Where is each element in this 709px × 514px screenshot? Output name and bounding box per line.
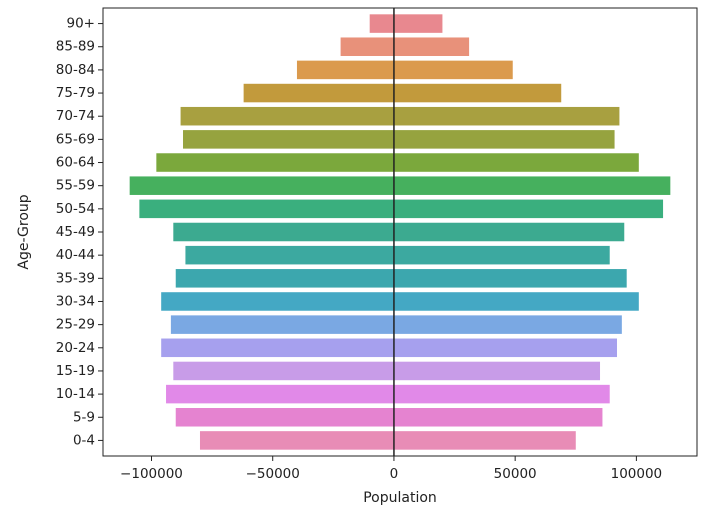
bar-left-85-89 (340, 37, 394, 56)
bar-right-45-49 (393, 222, 625, 242)
bar-left-80-84 (296, 60, 394, 80)
x-tick-label: −100000 (120, 466, 183, 482)
y-tick-label: 75-79 (56, 85, 95, 101)
y-tick-label: 50-54 (56, 201, 95, 217)
y-tick-label: 80-84 (56, 62, 95, 78)
x-tick-label: 50000 (494, 466, 537, 482)
bar-right-25-29 (393, 315, 622, 334)
bar-right-5-9 (393, 408, 603, 427)
bar-left-45-49 (173, 222, 394, 242)
bar-left-65-69 (183, 130, 394, 149)
x-axis-label: Population (363, 490, 437, 506)
bar-right-55-59 (393, 176, 671, 195)
y-tick-label: 25-29 (56, 317, 95, 333)
y-tick-label: 85-89 (56, 39, 95, 55)
bar-right-85-89 (393, 37, 470, 56)
bar-left-15-19 (173, 361, 394, 381)
bar-left-55-59 (129, 176, 394, 195)
bars-layer (129, 14, 671, 450)
bar-left-30-34 (161, 292, 394, 311)
bar-right-20-24 (393, 338, 617, 358)
y-tick-label: 15-19 (56, 363, 95, 379)
y-tick-label: 60-64 (56, 155, 95, 171)
bar-left-75-79 (243, 83, 394, 103)
bar-right-40-44 (393, 245, 610, 265)
y-tick-label: 40-44 (56, 247, 95, 263)
y-tick-label: 0-4 (73, 432, 95, 448)
bar-right-75-79 (393, 83, 562, 103)
y-tick-label: 35-39 (56, 270, 95, 286)
y-tick-label: 65-69 (56, 131, 95, 147)
bar-left-0-4 (199, 431, 394, 450)
bar-right-80-84 (393, 60, 513, 80)
bar-left-90+ (369, 14, 394, 33)
bar-right-10-14 (393, 384, 610, 404)
bar-right-30-34 (393, 292, 639, 311)
x-tick-label: 100000 (611, 466, 663, 482)
y-tick-label: 90+ (67, 16, 96, 32)
bar-right-70-74 (393, 106, 620, 126)
y-axis-label: Age-Group (16, 194, 32, 269)
y-tick-label: 10-14 (56, 386, 95, 402)
bar-right-15-19 (393, 361, 601, 381)
bar-left-25-29 (170, 315, 394, 334)
bar-right-35-39 (393, 269, 627, 288)
y-tick-label: 45-49 (56, 224, 95, 240)
y-tick-label: 70-74 (56, 108, 95, 124)
bar-left-35-39 (175, 269, 394, 288)
y-tick-label: 5-9 (73, 409, 95, 425)
bar-left-70-74 (180, 106, 394, 126)
y-axis: 90+ 85-89 80-84 75-79 70-74 65-69 60-64 55-59 50… (56, 16, 103, 448)
bar-left-5-9 (175, 408, 394, 427)
bar-right-50-54 (393, 199, 664, 219)
bar-left-40-44 (185, 245, 394, 265)
y-tick-label: 20-24 (56, 340, 95, 356)
y-tick-label: 55-59 (56, 178, 95, 194)
bar-right-0-4 (393, 431, 576, 450)
bar-left-10-14 (166, 384, 394, 404)
bar-right-60-64 (393, 153, 639, 172)
x-tick-label: −50000 (246, 466, 300, 482)
bar-left-60-64 (156, 153, 394, 172)
bar-right-65-69 (393, 130, 615, 149)
x-axis: −100000 −50000 0 50000 100000 (120, 456, 662, 482)
x-tick-label: 0 (390, 466, 399, 482)
bar-right-90+ (393, 14, 443, 33)
y-tick-label: 30-34 (56, 293, 95, 309)
bar-left-20-24 (161, 338, 394, 358)
bar-left-50-54 (139, 199, 394, 219)
